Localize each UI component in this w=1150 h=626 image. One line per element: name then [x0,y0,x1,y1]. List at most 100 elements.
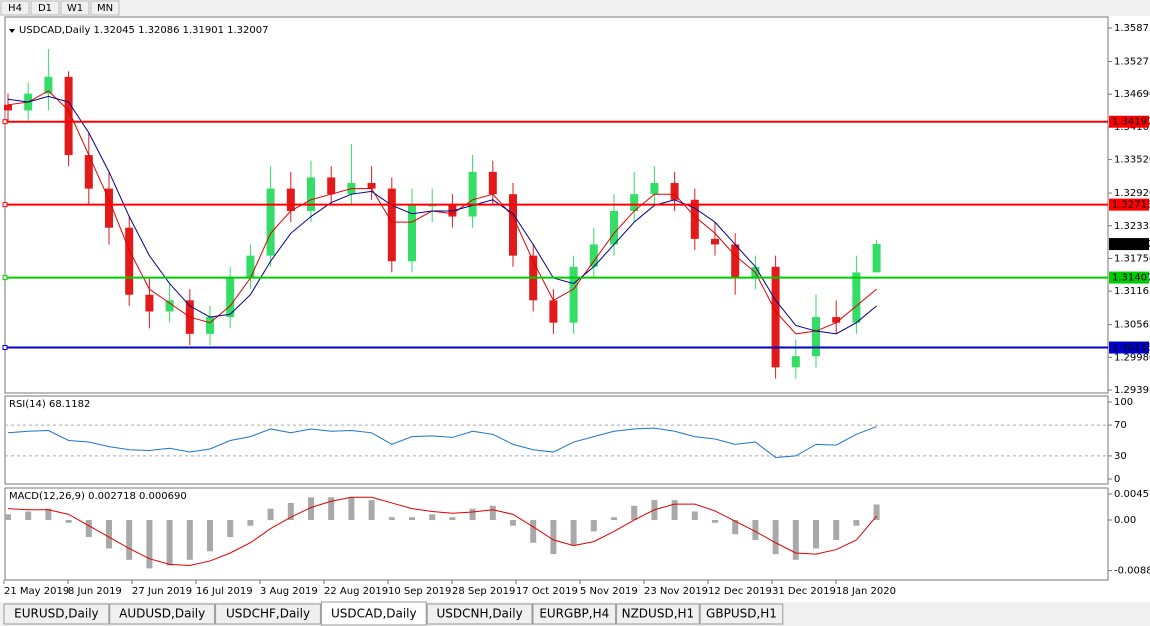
time-label: 18 Jan 2020 [836,586,896,597]
candle-body [246,255,255,278]
time-label: 12 Dec 2019 [708,586,772,597]
macd-bar [853,520,860,526]
price-label-box [1109,238,1149,251]
tab[interactable] [320,601,427,626]
price-label: 1.32007 [1112,239,1150,250]
tab[interactable] [699,603,784,625]
candle-body [731,244,740,278]
moving-average [7,95,877,335]
level-label-box [1109,341,1149,354]
macd-bar [611,517,617,521]
tab[interactable] [532,603,617,625]
macd-bar [752,520,759,540]
level-label: 1.32713 [1112,200,1150,211]
tab-label: USDCAD,Daily [331,607,417,621]
candle-body [226,277,235,318]
candle-body [428,205,437,207]
signal-line [7,496,877,567]
candle-body [266,188,275,256]
level-handle[interactable] [2,275,8,281]
macd-bar [691,511,698,521]
tab[interactable] [616,603,700,625]
time-label: 21 May 2019 [4,586,69,597]
macd-bar [449,517,456,521]
candle-body [286,188,295,211]
y-tick-label: 1.32335 [1114,221,1150,232]
macd-bar [45,508,52,521]
y-tick-label: 1.34690 [1114,89,1150,100]
candle-body [589,244,598,267]
macd-bar [146,520,153,569]
macd-panel [4,487,1109,581]
candle-body [367,183,376,189]
macd-bar [207,520,213,552]
macd-bar [873,504,880,521]
candle-body [791,356,800,368]
tab[interactable] [109,603,216,625]
timeframe-button[interactable] [60,0,90,16]
level-handle[interactable] [2,345,8,351]
candle-body [145,294,154,312]
candle-body [64,76,73,156]
timeframe-button[interactable] [30,0,60,16]
tab[interactable] [215,603,321,625]
macd-bar [570,520,577,546]
macd-bar [126,520,133,560]
y-tick-label: 1.35275 [1114,57,1150,68]
macd-bar [368,500,375,521]
candle-body [307,177,315,211]
macd-bar [429,514,436,521]
y-tick-label: 100 [1114,397,1133,408]
y-tick-label: 1.29395 [1114,385,1150,396]
collapse-arrow[interactable] [9,29,15,33]
time-label: 16 Jul 2019 [196,586,253,597]
candle-body [670,183,679,200]
timeframe-label: MN [97,3,113,14]
macd-bar [510,520,516,526]
tab-label: AUDUSD,Daily [119,607,205,621]
time-label: 28 Sep 2019 [452,586,515,597]
tab[interactable] [426,603,533,625]
time-label: 10 Sep 2019 [388,586,451,597]
y-tick-label: 1.30565 [1114,320,1150,331]
candle-body [832,317,841,323]
macd-bar [469,508,476,521]
timeframe-button[interactable] [90,0,120,16]
y-tick-label: 30 [1114,451,1127,462]
tab-label: USDCNH,Daily [436,607,522,621]
candle-body [387,188,396,262]
level-label: 1.31407 [1112,273,1150,284]
level-handle[interactable] [2,119,8,125]
macd-bar [489,505,496,521]
main-title: USDCAD,Daily 1.32045 1.32086 1.31901 1.3… [19,25,269,36]
candle-body [125,227,134,295]
macd-bar [792,520,799,560]
y-tick-label: 1.32920 [1114,188,1150,199]
tab-label: EURGBP,H4 [539,607,609,621]
candle-body [711,238,719,245]
y-tick-label: 1.29980 [1114,352,1150,363]
timeframe-button[interactable] [0,0,30,16]
macd-bar [106,520,112,549]
y-tick-label: 70 [1114,420,1127,431]
level-handle[interactable] [2,202,8,208]
candle-body [488,171,497,195]
macd-bar [671,500,678,521]
candle-body [206,317,214,334]
time-label: 8 Jun 2019 [68,586,122,597]
level-label: 1.30155 [1112,343,1150,354]
level-label-box [1109,198,1149,211]
level-label: 1.34197 [1112,117,1150,128]
timeframe-label: D1 [38,3,52,14]
timeframe-label: W1 [67,3,83,14]
rsi-line [7,426,877,458]
candle-body [4,104,12,111]
time-label: 31 Dec 2019 [772,586,836,597]
macd-bar [247,520,254,526]
macd-bar [631,505,638,521]
tab[interactable] [3,603,110,625]
rsi-panel [4,395,1109,485]
candle-body [327,177,336,195]
candle-body [408,205,416,262]
y-tick-label: -0.008893 [1114,566,1150,577]
